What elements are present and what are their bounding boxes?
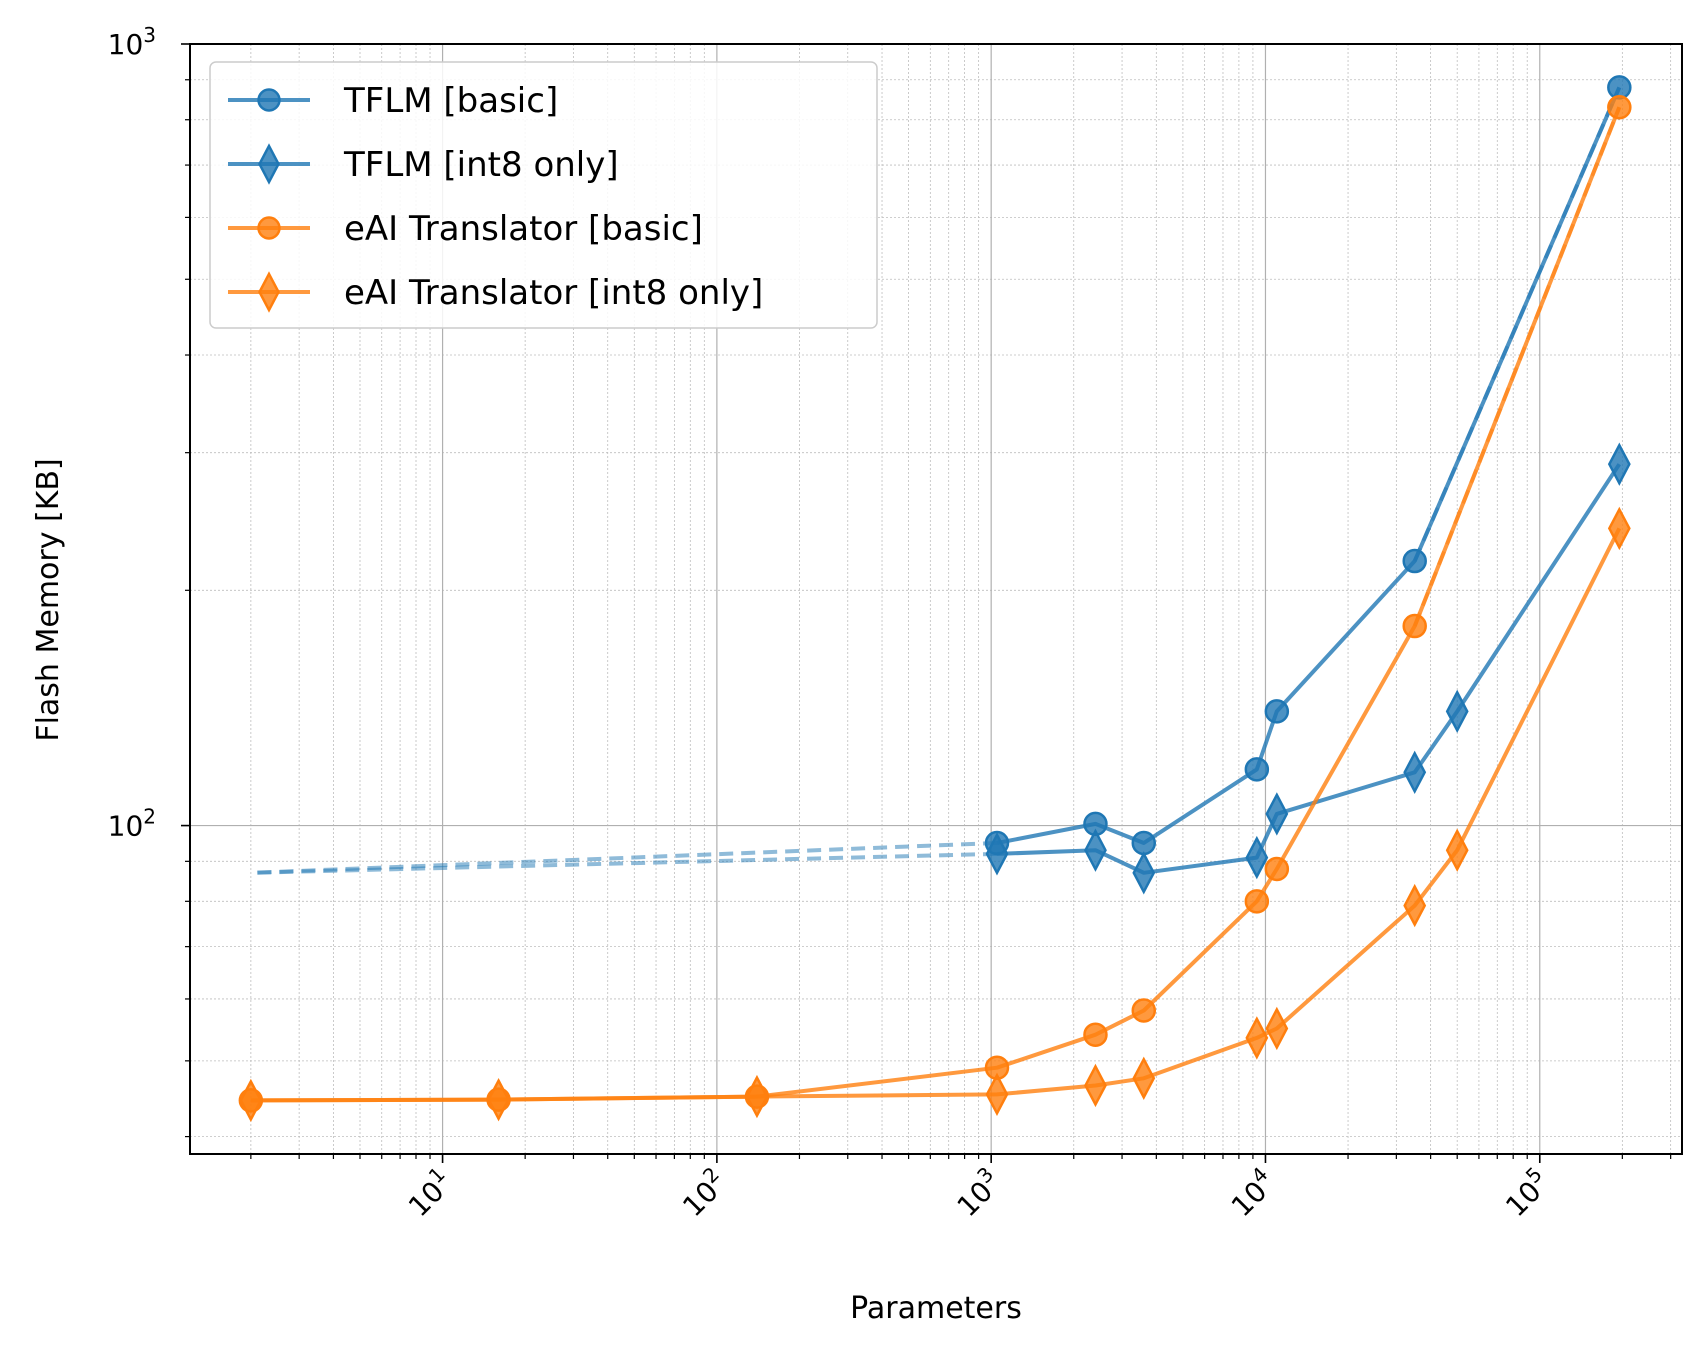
tflm-int8-only-point: [1132, 851, 1156, 895]
tflm-basic-point: [1264, 699, 1290, 724]
legend-marker-eai-translator-basic: [257, 216, 281, 240]
eai-translator-basic-point: [1244, 889, 1270, 914]
tflm-int8-only-point: [985, 832, 1009, 876]
eai-translator-int8-only-point: [985, 1072, 1009, 1117]
tflm-basic-point: [1402, 548, 1427, 574]
eai-translator-int8-only-point: [1265, 1006, 1289, 1051]
eai-translator-int8-only-point: [1403, 883, 1427, 928]
legend: TFLM [basic] TFLM [int8 only] eAI Translat…: [209, 61, 878, 329]
y-tick-label: 103: [108, 23, 156, 61]
legend-label-eai-translator-int8-only: eAI Translator [int8 only]: [344, 273, 763, 313]
eai-translator-basic-point: [1402, 613, 1427, 639]
eai-translator-int8-only-point: [1445, 828, 1469, 872]
tflm-basic-point: [1244, 757, 1270, 782]
eai-translator-basic-point: [1083, 1022, 1108, 1047]
tflm-int8-only-dashed-segment: [250, 851, 998, 875]
tflm-int8-only-point: [1445, 689, 1469, 734]
legend-marker-eai-translator-int8-only: [258, 271, 280, 313]
legend-marker-tflm-basic: [257, 88, 281, 112]
tflm-int8-only-point: [1245, 835, 1269, 880]
x-axis-label: Parameters: [850, 1291, 1022, 1326]
axis-ticks: [181, 43, 1672, 1163]
y-axis-label: Flash Memory [KB]: [31, 458, 66, 741]
tflm-int8-only-point: [1607, 442, 1631, 486]
legend-marker-tflm-int8-only: [258, 143, 280, 185]
eai-translator-basic-point: [1264, 856, 1290, 882]
y-tick-label: 102: [108, 805, 156, 843]
tflm-int8-only-point: [1403, 750, 1427, 794]
legend-label-eai-translator-basic: eAI Translator [basic]: [344, 209, 703, 249]
legend-label-tflm-int8-only: TFLM [int8 only]: [343, 145, 619, 185]
eai-translator-basic-point: [1131, 998, 1157, 1023]
eai-translator-int8-only-point: [1132, 1056, 1156, 1100]
eai-translator-int8-only-point: [487, 1077, 510, 1122]
eai-translator-int8-only-point: [1245, 1016, 1269, 1060]
tflm-int8-only-point: [1265, 792, 1289, 836]
plot-frame: [189, 43, 1683, 1155]
legend-box: [209, 61, 878, 329]
eai-translator-int8-only-point: [1607, 506, 1631, 551]
eai-translator-int8-only-point: [239, 1078, 263, 1123]
tflm-int8-only-point: [1084, 828, 1107, 872]
tflm-basic-point: [1131, 830, 1157, 856]
eai-translator-int8-only-point: [745, 1074, 769, 1119]
series-markers: [238, 75, 1632, 1123]
eai-translator-int8-only-point: [1084, 1063, 1107, 1108]
eai-translator-basic-point: [1607, 94, 1632, 120]
legend-label-tflm-basic: TFLM [basic]: [343, 81, 558, 121]
